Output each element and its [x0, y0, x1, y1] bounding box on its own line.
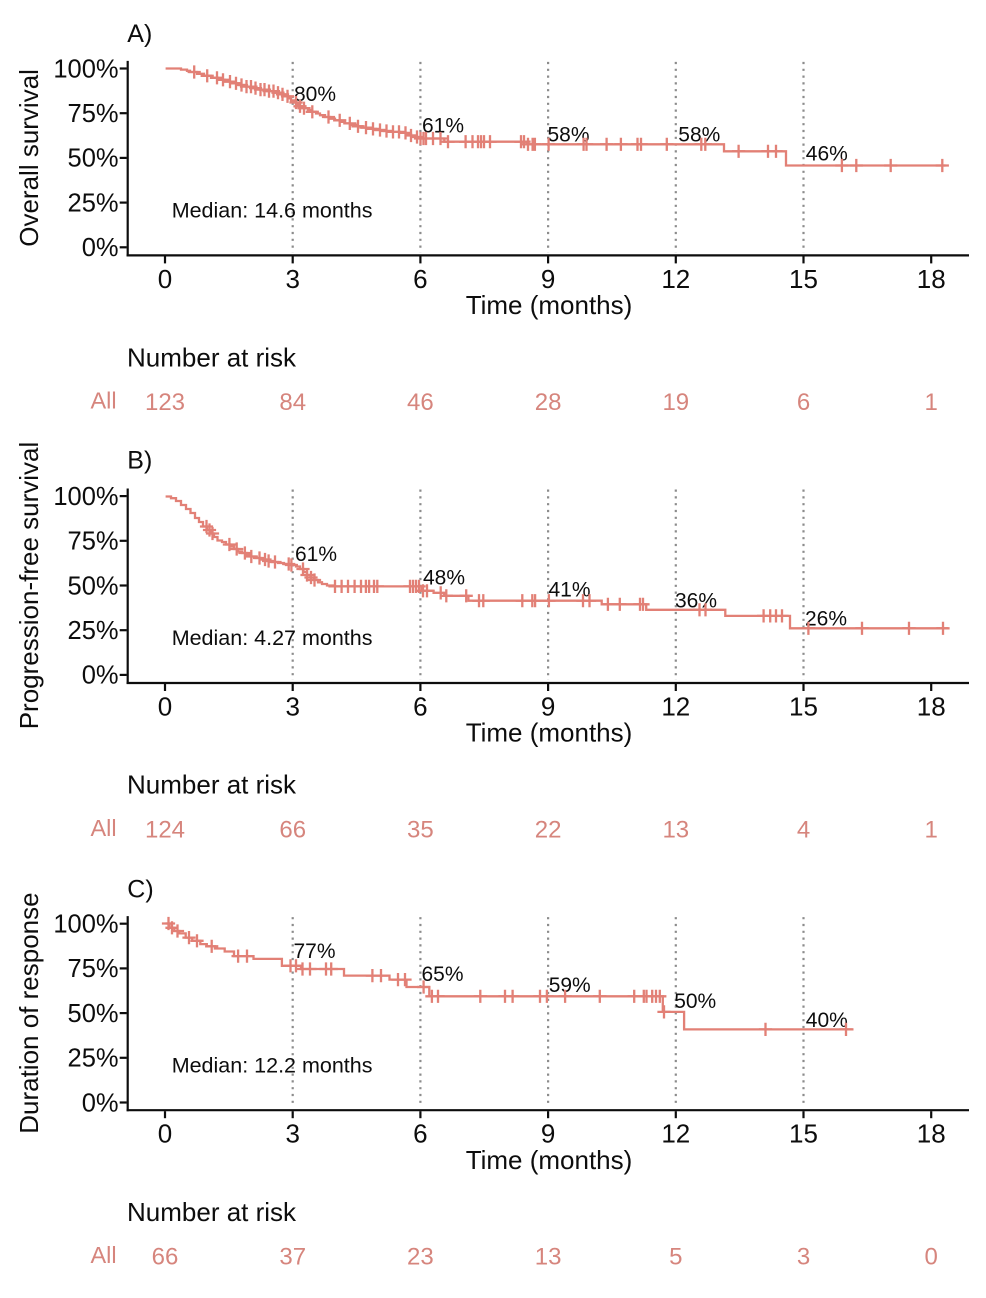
svg-text:13: 13: [535, 1244, 562, 1271]
svg-text:9: 9: [541, 264, 555, 294]
svg-text:3: 3: [797, 1244, 810, 1271]
svg-text:4: 4: [797, 817, 810, 844]
svg-text:26%: 26%: [805, 608, 847, 631]
svg-text:5: 5: [669, 1244, 682, 1271]
svg-text:Median: 4.27 months: Median: 4.27 months: [172, 626, 373, 650]
svg-text:25%: 25%: [68, 1045, 119, 1073]
svg-text:100%: 100%: [53, 911, 118, 939]
svg-text:3: 3: [285, 264, 299, 294]
svg-text:Time (months): Time (months): [466, 1145, 633, 1175]
svg-text:C): C): [127, 875, 153, 903]
svg-text:40%: 40%: [806, 1009, 848, 1032]
svg-text:Median: 12.2 months: Median: 12.2 months: [172, 1053, 373, 1077]
svg-text:23: 23: [407, 1244, 434, 1271]
svg-text:15: 15: [789, 691, 818, 721]
svg-text:12: 12: [661, 691, 690, 721]
svg-text:75%: 75%: [68, 528, 119, 556]
svg-text:13: 13: [662, 817, 689, 844]
svg-text:15: 15: [789, 1119, 818, 1149]
svg-text:9: 9: [541, 1119, 555, 1149]
svg-text:77%: 77%: [294, 940, 336, 963]
svg-text:Time (months): Time (months): [466, 718, 633, 748]
svg-text:41%: 41%: [549, 579, 591, 602]
svg-text:All: All: [91, 388, 117, 414]
svg-text:18: 18: [917, 264, 946, 294]
svg-text:B): B): [127, 447, 152, 475]
svg-text:61%: 61%: [295, 543, 337, 566]
svg-text:0: 0: [158, 264, 172, 294]
svg-text:80%: 80%: [294, 83, 336, 106]
svg-text:12: 12: [661, 1119, 690, 1149]
svg-text:Number at risk: Number at risk: [127, 770, 297, 800]
svg-text:65%: 65%: [422, 963, 464, 986]
svg-text:6: 6: [413, 1119, 427, 1149]
svg-text:1: 1: [925, 389, 938, 416]
svg-text:18: 18: [917, 1119, 946, 1149]
svg-text:Progression-free survival: Progression-free survival: [14, 442, 44, 730]
svg-text:75%: 75%: [68, 955, 119, 983]
svg-text:22: 22: [535, 817, 562, 844]
svg-text:75%: 75%: [68, 100, 119, 128]
svg-text:100%: 100%: [53, 55, 118, 83]
svg-text:3: 3: [285, 1119, 299, 1149]
svg-text:15: 15: [789, 264, 818, 294]
svg-text:18: 18: [917, 691, 946, 721]
svg-text:Overall survival: Overall survival: [14, 69, 44, 247]
svg-text:58%: 58%: [678, 124, 720, 147]
svg-text:0: 0: [925, 1244, 938, 1271]
svg-text:Number at risk: Number at risk: [127, 343, 297, 373]
svg-text:0: 0: [158, 1119, 172, 1149]
svg-text:61%: 61%: [422, 115, 464, 138]
svg-text:59%: 59%: [549, 974, 591, 997]
svg-text:0%: 0%: [82, 662, 119, 690]
svg-text:Time (months): Time (months): [466, 290, 633, 320]
svg-text:124: 124: [145, 817, 185, 844]
svg-text:6: 6: [413, 691, 427, 721]
svg-text:50%: 50%: [68, 1000, 119, 1028]
svg-text:All: All: [91, 1242, 117, 1268]
svg-text:50%: 50%: [68, 145, 119, 173]
svg-text:0%: 0%: [82, 1089, 119, 1117]
svg-text:37: 37: [279, 1244, 306, 1271]
svg-text:35: 35: [407, 817, 434, 844]
svg-text:9: 9: [541, 691, 555, 721]
svg-text:6: 6: [797, 389, 810, 416]
svg-text:66: 66: [279, 817, 306, 844]
svg-text:28: 28: [535, 389, 562, 416]
svg-text:3: 3: [285, 691, 299, 721]
svg-text:1: 1: [925, 817, 938, 844]
svg-text:58%: 58%: [548, 124, 590, 147]
svg-text:0: 0: [158, 691, 172, 721]
svg-text:50%: 50%: [674, 990, 716, 1013]
svg-text:84: 84: [279, 389, 306, 416]
svg-text:100%: 100%: [53, 483, 118, 511]
svg-text:25%: 25%: [68, 617, 119, 645]
svg-text:25%: 25%: [68, 189, 119, 217]
svg-text:0%: 0%: [82, 234, 119, 262]
svg-text:Duration of response: Duration of response: [14, 892, 44, 1133]
svg-text:12: 12: [661, 264, 690, 294]
svg-text:Median: 14.6 months: Median: 14.6 months: [172, 198, 373, 222]
svg-text:123: 123: [145, 389, 185, 416]
svg-text:48%: 48%: [423, 567, 465, 590]
svg-text:Number at risk: Number at risk: [127, 1197, 297, 1227]
svg-text:All: All: [91, 815, 117, 841]
svg-text:A): A): [127, 20, 152, 48]
svg-text:46: 46: [407, 389, 434, 416]
svg-text:50%: 50%: [68, 572, 119, 600]
svg-text:6: 6: [413, 264, 427, 294]
svg-text:66: 66: [152, 1244, 179, 1271]
svg-text:19: 19: [662, 389, 689, 416]
svg-text:46%: 46%: [806, 143, 848, 166]
